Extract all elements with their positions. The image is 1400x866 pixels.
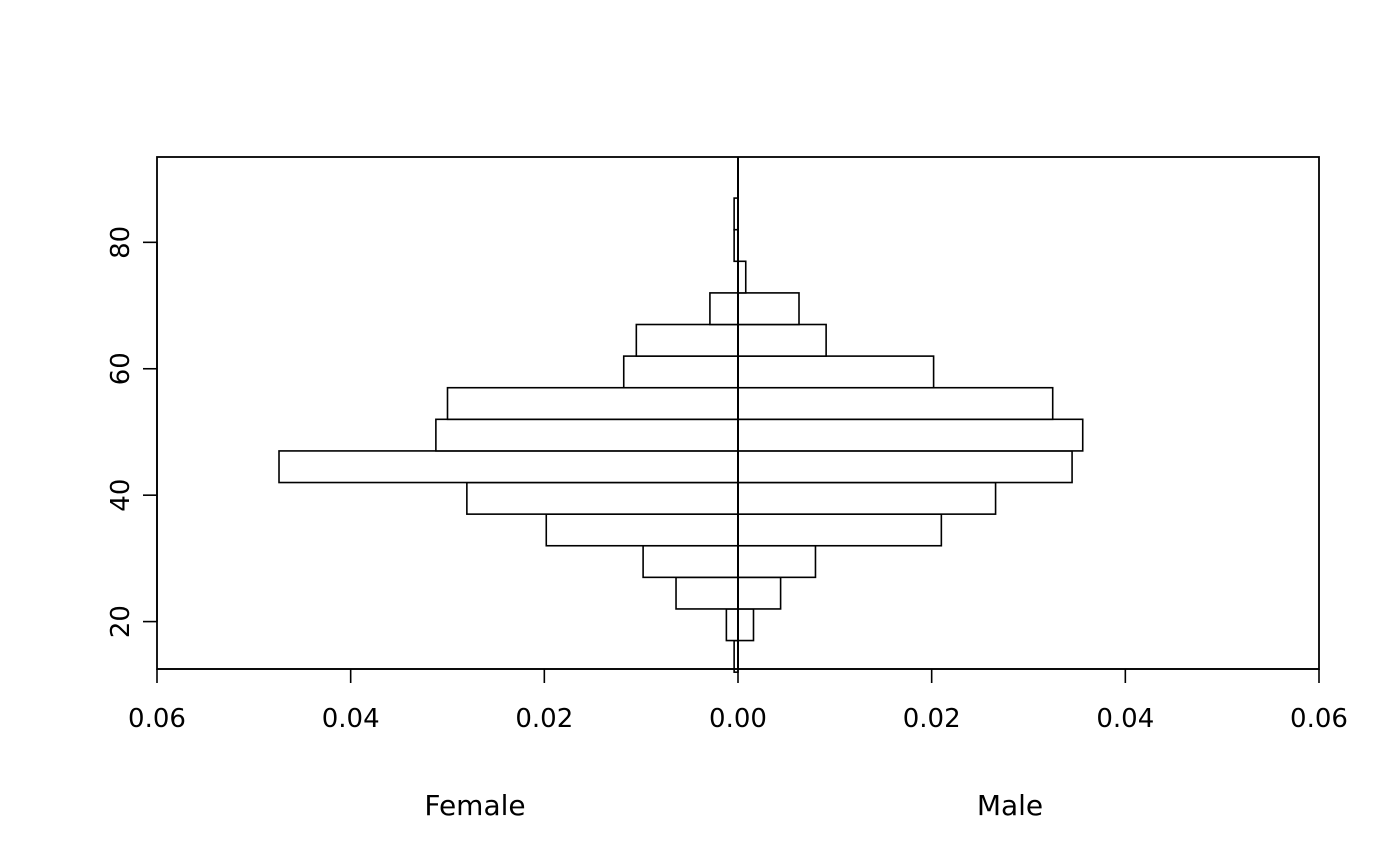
male-bar-17-22 [737,608,755,642]
x-tick-label: 0.02 [515,704,573,734]
y-tick-label: 60 [106,352,136,385]
female-bar-37-42 [466,481,739,515]
male-bar-57-62 [737,355,935,389]
y-axis: 20 40 60 80 [106,226,158,638]
y-tick-label: 20 [106,605,136,638]
male-bar-47-52 [737,418,1084,452]
male-bar-27-32 [737,544,817,579]
x-tick-label: 0.06 [128,704,186,734]
male-bar-42-47 [737,450,1073,484]
female-bar-62-67 [635,323,739,357]
female-bar-27-32 [642,544,739,579]
male-bar-52-57 [737,386,1054,421]
male-bar-62-67 [737,323,827,357]
male-bar-32-37 [737,513,943,547]
y-tick-label: 40 [106,479,136,512]
female-bar-47-52 [435,418,739,452]
male-bar-67-72 [737,292,800,326]
x-tick-label: 0.04 [322,704,380,734]
female-axis-label: Female [424,789,525,822]
x-tick-label: 0.02 [903,704,961,734]
y-tick-label: 80 [106,226,136,259]
male-bar-72-77 [737,260,747,294]
female-bar-22-27 [675,576,739,610]
male-axis-label: Male [977,789,1043,822]
female-bar-67-72 [709,292,739,326]
male-bar-22-27 [737,576,782,610]
female-bar-17-22 [725,608,739,642]
female-bars [278,197,739,673]
female-bar-42-47 [278,450,739,484]
female-bar-32-37 [545,513,739,547]
x-tick-label: 0.04 [1096,704,1154,734]
x-tick-label: 0.06 [1290,704,1348,734]
female-bar-57-62 [622,355,739,389]
female-bar-52-57 [446,386,739,421]
x-axis: 0.06 0.04 0.02 0.00 0.02 0.04 0.06 [128,668,1348,734]
x-tick-label: 0.00 [709,704,767,734]
male-bars [737,260,1084,642]
male-bar-37-42 [737,481,997,515]
